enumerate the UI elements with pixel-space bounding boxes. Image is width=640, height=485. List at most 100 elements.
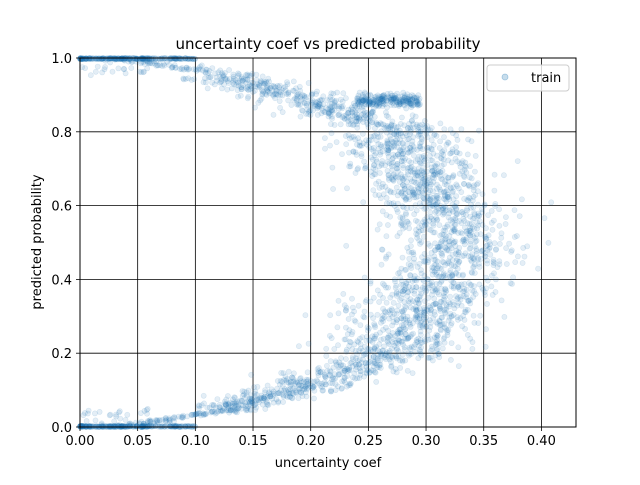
- scatter-point: [289, 395, 296, 402]
- scatter-point: [393, 174, 400, 181]
- scatter-point: [427, 282, 433, 289]
- scatter-point: [213, 409, 220, 416]
- scatter-point: [332, 97, 339, 104]
- scatter-point: [431, 253, 438, 260]
- scatter-point: [442, 244, 448, 251]
- scatter-point: [378, 350, 384, 357]
- scatter-point: [235, 82, 242, 89]
- scatter-point: [338, 104, 345, 110]
- scatter-point: [322, 373, 328, 380]
- scatter-point: [220, 72, 227, 79]
- scatter-point: [493, 246, 500, 252]
- scatter-point: [450, 226, 457, 233]
- scatter-point: [377, 357, 384, 364]
- scatter-point: [414, 170, 421, 177]
- scatter-point: [285, 390, 292, 396]
- scatter-point: [414, 184, 421, 191]
- scatter-point: [384, 338, 391, 345]
- scatter-point: [246, 72, 253, 79]
- scatter-point: [404, 125, 411, 132]
- scatter-point: [342, 336, 349, 343]
- scatter-point: [347, 381, 354, 388]
- scatter-point: [414, 218, 421, 225]
- scatter-point: [245, 403, 251, 410]
- scatter-point: [140, 69, 147, 76]
- scatter-point: [202, 411, 209, 418]
- scatter-point: [219, 72, 226, 79]
- scatter-point: [456, 160, 463, 167]
- scatter-point: [429, 267, 436, 274]
- scatter-point: [414, 231, 421, 238]
- scatter-point: [335, 364, 342, 370]
- scatter-point: [339, 378, 346, 385]
- scatter-point: [327, 358, 334, 365]
- scatter-point: [369, 333, 376, 340]
- scatter-point: [197, 63, 204, 70]
- scatter-point: [433, 331, 440, 338]
- scatter-point: [417, 131, 424, 137]
- scatter-point: [299, 92, 306, 98]
- scatter-point: [264, 89, 271, 95]
- scatter-point: [475, 201, 481, 208]
- scatter-point: [400, 150, 406, 157]
- scatter-point: [422, 218, 429, 225]
- scatter-point: [407, 333, 414, 340]
- scatter-point: [396, 269, 403, 276]
- x-tick-label: 0.30: [412, 434, 441, 449]
- scatter-point: [113, 413, 119, 420]
- scatter-point: [440, 151, 447, 158]
- scatter-point: [430, 194, 436, 201]
- scatter-point: [243, 389, 250, 396]
- scatter-point: [421, 250, 428, 257]
- scatter-point: [333, 361, 340, 368]
- scatter-point: [461, 288, 468, 295]
- scatter-point: [257, 97, 264, 104]
- scatter-point: [366, 117, 373, 124]
- scatter-point: [154, 418, 161, 424]
- scatter-point: [352, 318, 359, 325]
- scatter-point: [447, 293, 453, 300]
- scatter-point: [204, 404, 211, 411]
- scatter-point: [398, 157, 405, 164]
- scatter-point: [444, 223, 450, 230]
- scatter-point: [253, 81, 260, 88]
- scatter-point: [424, 214, 431, 221]
- scatter-point: [277, 91, 284, 98]
- scatter-point: [372, 171, 379, 178]
- scatter-point: [403, 285, 409, 292]
- scatter-point: [349, 311, 355, 318]
- scatter-point: [280, 399, 286, 405]
- scatter-point: [294, 91, 301, 98]
- scatter-point: [191, 76, 198, 83]
- scatter-point: [332, 387, 339, 393]
- scatter-point: [222, 76, 229, 83]
- scatter-point: [423, 130, 430, 137]
- scatter-point: [377, 195, 384, 202]
- scatter-point: [461, 316, 468, 323]
- scatter-point: [146, 417, 153, 424]
- scatter-point: [356, 139, 363, 145]
- scatter-point: [410, 152, 417, 159]
- scatter-point: [511, 207, 518, 213]
- scatter-point: [258, 95, 265, 102]
- scatter-point: [390, 318, 397, 325]
- scatter-point: [172, 64, 179, 71]
- scatter-point: [301, 93, 308, 100]
- scatter-point: [345, 109, 352, 116]
- scatter-point: [253, 397, 260, 403]
- scatter-point: [387, 333, 394, 339]
- scatter-point: [406, 299, 413, 306]
- scatter-point: [327, 387, 334, 393]
- scatter-point: [348, 106, 354, 113]
- scatter-point: [342, 95, 349, 102]
- scatter-point: [440, 211, 446, 218]
- scatter-point: [441, 324, 448, 331]
- scatter-point: [327, 312, 334, 319]
- scatter-point: [310, 102, 317, 109]
- scatter-point: [441, 189, 447, 196]
- scatter-point: [278, 369, 285, 376]
- scatter-point: [270, 111, 277, 118]
- scatter-point: [304, 381, 311, 387]
- scatter-point: [389, 166, 396, 173]
- scatter-point: [427, 200, 434, 207]
